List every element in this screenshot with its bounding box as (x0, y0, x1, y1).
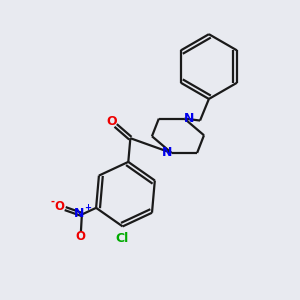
Text: +: + (84, 203, 91, 212)
Text: -: - (50, 197, 54, 207)
Text: Cl: Cl (115, 232, 128, 245)
Text: O: O (75, 230, 85, 243)
Text: O: O (106, 115, 117, 128)
Text: N: N (161, 146, 172, 159)
Text: N: N (184, 112, 194, 125)
Text: N: N (74, 207, 85, 220)
Text: O: O (54, 200, 64, 213)
